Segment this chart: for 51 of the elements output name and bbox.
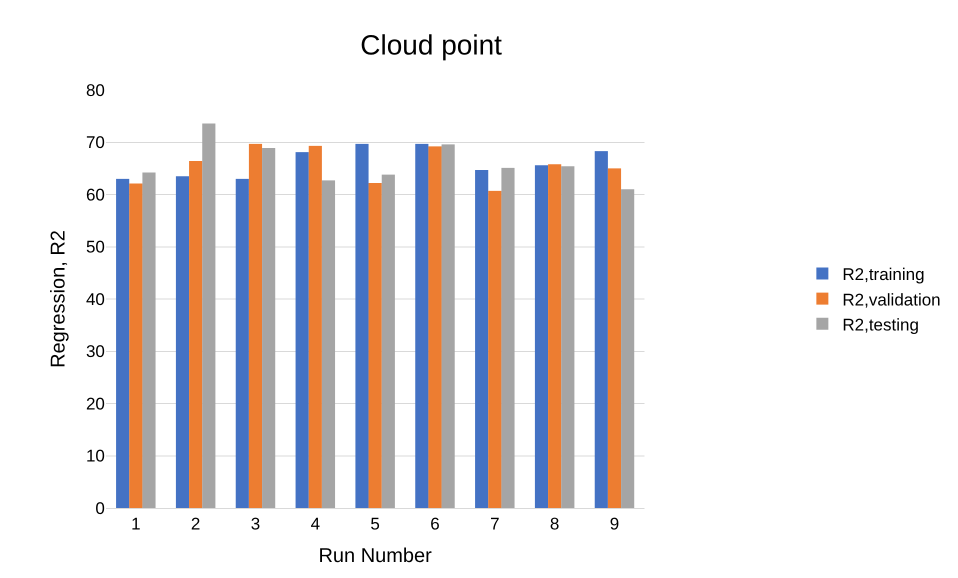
bar [382,174,395,508]
bar [442,144,455,508]
x-tick-label: 1 [131,514,141,534]
x-axis-title: Run Number [318,544,432,567]
y-tick-label: 70 [86,133,105,152]
legend-label: R2,testing [842,315,919,334]
y-tick-label: 10 [86,446,105,466]
bar [236,178,249,508]
bar [262,148,276,508]
bar [488,190,502,508]
y-axis-title: Regression, R2 [47,230,70,368]
x-tick-label: 4 [310,514,320,534]
bar [129,184,142,508]
y-tick-label: 80 [86,80,105,100]
bar [428,146,442,508]
x-tick-label: 3 [250,514,260,534]
x-tick-label: 6 [430,514,440,534]
y-tick-label: 60 [86,185,105,204]
x-tick-label: 5 [370,514,380,534]
y-tick-label: 30 [86,342,105,362]
bar [368,183,382,508]
bar [322,180,336,508]
bar [308,146,322,508]
bar [355,144,369,508]
x-tick-label: 9 [610,514,620,534]
bar [116,178,130,508]
bar [501,168,515,508]
y-tick-label: 40 [86,290,105,309]
bar [296,152,309,508]
y-tick-label: 0 [95,498,105,518]
x-tick-label: 2 [190,514,200,534]
bar [561,166,574,508]
y-tick-label: 20 [86,394,105,414]
bar [415,144,428,508]
bar [189,161,202,508]
chart-title: Cloud point [360,29,502,60]
x-tick-label: 7 [490,514,500,534]
legend-label: R2,validation [842,290,941,310]
y-tick-label: 50 [86,238,105,257]
bar [176,176,190,508]
bar [594,151,608,508]
x-tick-label: 8 [550,514,560,534]
bar [548,164,562,508]
bar [142,172,156,508]
bar [202,123,216,508]
legend-label: R2,training [842,265,925,284]
bar [475,170,488,508]
bar [534,165,548,508]
bar [248,144,262,508]
bar [621,189,634,508]
bar [608,168,622,508]
